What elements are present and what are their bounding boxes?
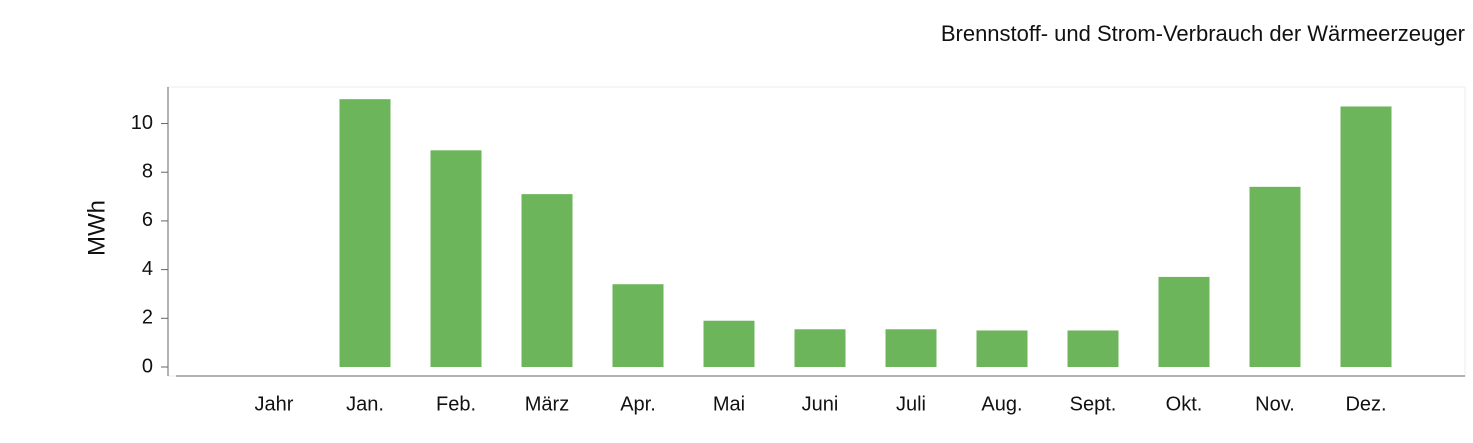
bar	[430, 150, 482, 367]
x-tick-label: Dez.	[1345, 393, 1386, 415]
bar	[703, 320, 755, 367]
bar	[794, 329, 846, 367]
y-tick-label: 0	[142, 355, 153, 377]
chart-title: Brennstoff- und Strom-Verbrauch der Wärm…	[941, 21, 1465, 46]
x-tick-label: Sept.	[1070, 393, 1117, 415]
bar	[1067, 330, 1119, 367]
x-tick-label: Okt.	[1166, 393, 1203, 415]
bar	[612, 284, 664, 367]
y-tick-label: 2	[142, 307, 153, 329]
x-tick-label: Jahr	[255, 393, 294, 415]
y-tick-label: 10	[131, 112, 153, 134]
bar	[521, 194, 573, 367]
bar	[976, 330, 1028, 367]
x-tick-label: Juni	[802, 393, 839, 415]
x-tick-label: Mai	[713, 393, 745, 415]
x-tick-label: Feb.	[436, 393, 476, 415]
y-tick-label: 6	[142, 209, 153, 231]
bar	[885, 329, 937, 367]
x-tick-label: Aug.	[981, 393, 1022, 415]
x-tick-label: Nov.	[1255, 393, 1295, 415]
y-tick-label: 8	[142, 160, 153, 182]
x-tick-label: März	[525, 393, 569, 415]
x-tick-label: Jan.	[346, 393, 384, 415]
bar	[1340, 106, 1392, 367]
y-axis-label: MWh	[83, 200, 110, 256]
y-tick-label: 4	[142, 258, 153, 280]
x-tick-label: Apr.	[620, 393, 656, 415]
bar	[339, 99, 391, 367]
x-tick-label: Juli	[896, 393, 926, 415]
bar	[1249, 186, 1301, 367]
bar	[1158, 276, 1210, 367]
